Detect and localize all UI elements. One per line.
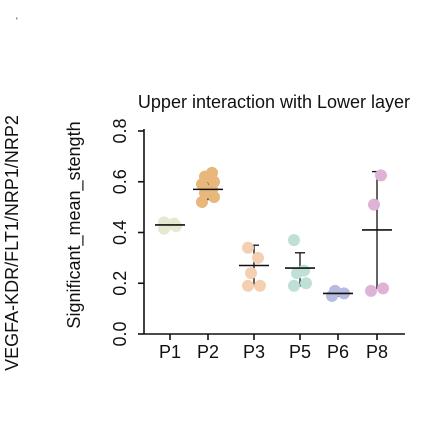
data-point (242, 279, 254, 292)
data-point (329, 284, 341, 297)
data-point (288, 234, 300, 247)
data-point (365, 284, 377, 297)
x-tick-label: P6 (327, 342, 349, 362)
data-point (206, 166, 218, 179)
data-point (252, 251, 264, 264)
y-tick-label: 0.2 (110, 271, 130, 296)
y-axis-label-inner: Significant_mean_stength (64, 121, 85, 328)
data-point (158, 216, 170, 229)
y-tick-label: 0.8 (110, 118, 130, 143)
y-tick-label: 0.4 (110, 220, 130, 245)
data-point (245, 267, 257, 280)
data-point (377, 282, 389, 295)
y-tick-label: 0.0 (110, 321, 130, 346)
y-labels: VEGFA-KDR/FLT1/NRP1/NRP2 Significant_mea… (2, 115, 85, 371)
plot-area: 0.0 0.2 0.4 0.6 0.8 P1 P2 P3 P5 P6 P8 (110, 118, 405, 362)
x-tick-label: P3 (243, 342, 265, 362)
data-point (168, 217, 180, 230)
stray-mark: ' (16, 16, 18, 26)
x-tick-label: P8 (366, 342, 388, 362)
data-point (288, 279, 300, 292)
data-point (300, 277, 312, 290)
y-tick-label: 0.6 (110, 169, 130, 194)
x-tick-label: P2 (197, 342, 219, 362)
data-point (298, 264, 310, 277)
data-point (368, 198, 380, 211)
data-point (375, 169, 387, 182)
data-point (242, 241, 254, 254)
chart-title: Upper interaction with Lower layer (138, 92, 410, 112)
x-tick-label: P5 (289, 342, 311, 362)
y-axis-label-outer: VEGFA-KDR/FLT1/NRP1/NRP2 (2, 115, 22, 371)
x-tick-label: P1 (159, 342, 181, 362)
data-point (254, 279, 266, 292)
